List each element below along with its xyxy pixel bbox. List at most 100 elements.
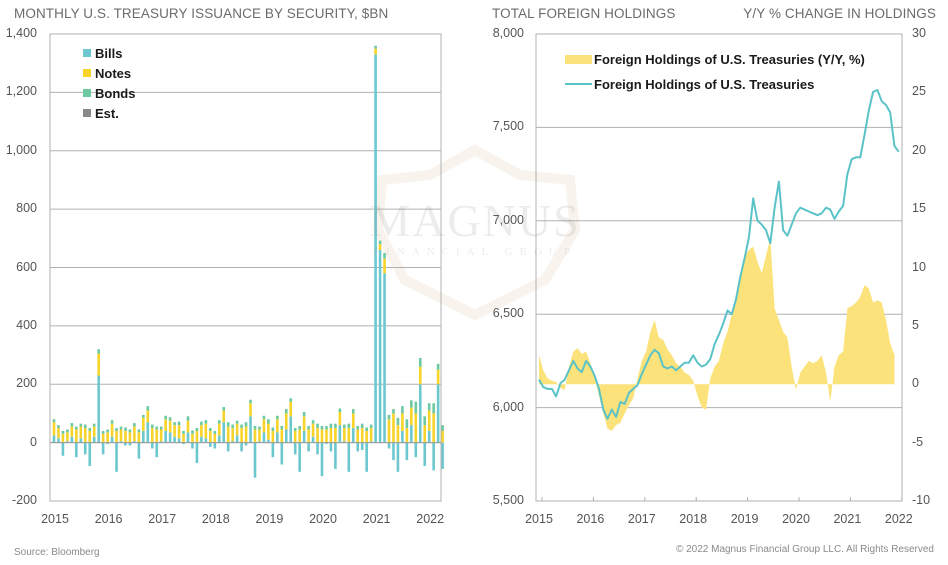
left-y-tick-label: 600 [16, 259, 37, 274]
bar-bills [396, 442, 400, 472]
bar-bonds [66, 429, 69, 433]
bar-notes [262, 419, 266, 433]
bar-bonds [57, 425, 60, 429]
bar-notes [155, 429, 159, 443]
bar-notes [441, 430, 444, 443]
holdings-line [538, 89, 900, 420]
bar-bills [311, 436, 315, 443]
legend-swatch-bonds [83, 89, 91, 97]
left-legend: Bills Notes Bonds Est. [83, 46, 135, 121]
bar-notes [150, 428, 154, 443]
bar-notes [70, 426, 74, 437]
bar-bonds [173, 422, 176, 426]
left-x-tick-label: 2017 [148, 512, 177, 526]
bar-bills [146, 422, 150, 443]
yoy-change-area [539, 238, 895, 431]
bar-bonds [365, 427, 368, 431]
bar-bills [293, 442, 297, 455]
left-y-tick-label: 0 [30, 434, 37, 449]
bar-notes [101, 433, 105, 443]
bar-bonds [289, 398, 293, 402]
legend-swatch-yoy [565, 55, 592, 64]
bar-bills [110, 436, 114, 443]
bar-bonds [414, 401, 418, 414]
bar-bonds [320, 425, 324, 430]
left-bars [52, 45, 444, 478]
bar-notes [177, 425, 181, 439]
bar-bills [262, 432, 266, 443]
bar-bonds [387, 414, 391, 420]
bar-bonds [298, 425, 301, 430]
bar-bills [106, 442, 109, 445]
bar-bills [284, 429, 288, 443]
bar-bonds [356, 425, 360, 430]
bar-bonds [316, 423, 319, 429]
bar-bills [378, 249, 382, 443]
right-x-tick-label: 2021 [833, 512, 862, 526]
bar-bills [177, 438, 181, 443]
right-plot-frame [535, 33, 903, 502]
bar-notes [124, 430, 127, 443]
bar-bills [410, 425, 413, 443]
bar-notes [276, 419, 279, 433]
legend-label-bonds: Bonds [95, 86, 135, 101]
bar-notes [258, 429, 261, 442]
bar-notes [97, 353, 100, 376]
bar-bonds [418, 357, 422, 367]
bar-bonds [106, 429, 109, 433]
bar-bills [432, 442, 435, 471]
bar-notes [392, 413, 395, 443]
right-x-tick-label: 2017 [627, 512, 656, 526]
bar-bills [343, 441, 346, 443]
bar-notes [142, 417, 145, 431]
bar-bonds [222, 407, 226, 411]
bar-bonds [325, 425, 328, 430]
right-x-tick-label: 2018 [679, 512, 708, 526]
bar-notes [325, 429, 328, 443]
bar-bills [249, 416, 252, 443]
bar-bills [240, 442, 243, 452]
bar-notes [106, 432, 109, 443]
bar-bills [334, 442, 337, 469]
bar-notes [351, 413, 355, 429]
right-line [538, 89, 900, 420]
bar-bills [155, 442, 159, 458]
bar-bonds [249, 399, 252, 404]
bar-bills [320, 442, 324, 477]
bar-bonds [351, 409, 355, 414]
right-legend: Foreign Holdings of U.S. Treasuries (Y/Y… [565, 52, 865, 92]
bar-bonds [124, 427, 127, 431]
left-gridlines [50, 91, 441, 444]
bar-bills [325, 442, 328, 445]
bar-notes [320, 429, 324, 443]
bar-bonds [441, 425, 444, 431]
bar-bills [79, 438, 83, 443]
bar-bills [356, 442, 360, 452]
bar-notes [356, 429, 360, 443]
bar-bonds [423, 416, 427, 426]
left-y-tick-label: 800 [16, 201, 37, 216]
bar-notes [119, 429, 123, 442]
legend-label-bills: Bills [95, 46, 122, 61]
bar-bills [258, 441, 261, 443]
legend-label-holdings: Foreign Holdings of U.S. Treasuries [594, 77, 814, 92]
bar-bills [150, 442, 154, 449]
right-right-y-tick-label: 15 [912, 201, 926, 216]
bar-bonds [436, 363, 440, 370]
bar-bonds [115, 428, 118, 431]
bar-notes [133, 426, 136, 442]
bar-notes [195, 430, 199, 443]
legend-label-yoy: Foreign Holdings of U.S. Treasuries (Y/Y… [594, 52, 865, 67]
bar-notes [280, 429, 284, 443]
bar-bills [92, 436, 96, 443]
bar-notes [414, 413, 418, 443]
bar-bonds [186, 416, 190, 421]
bar-bills [75, 442, 78, 458]
bar-bonds [383, 252, 386, 259]
bar-notes [204, 423, 208, 439]
bar-bills [289, 416, 293, 443]
bar-bills [351, 428, 355, 443]
bar-bonds [334, 423, 337, 429]
left-x-tick-label: 2022 [416, 512, 445, 526]
bar-bills [267, 439, 270, 443]
